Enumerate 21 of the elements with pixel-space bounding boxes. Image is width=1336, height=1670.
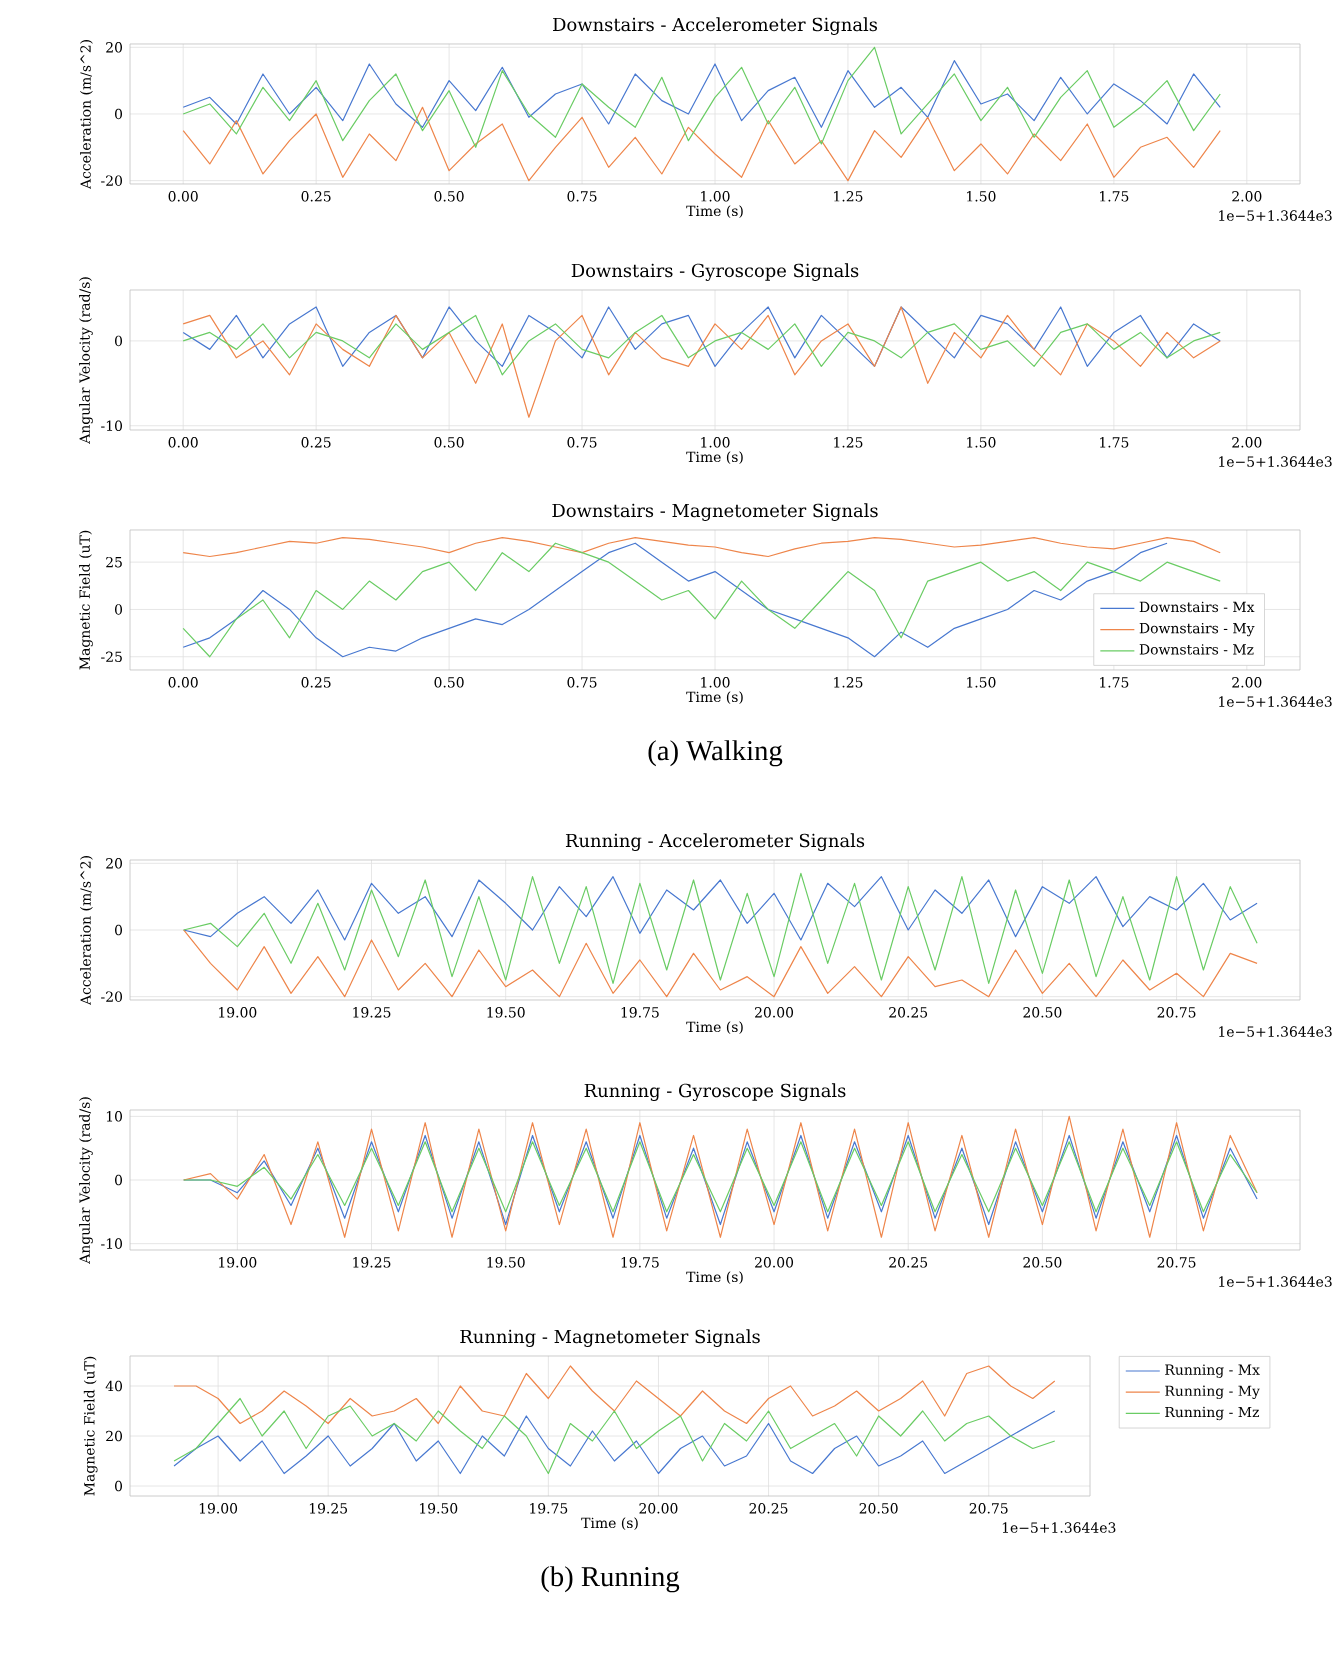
chart-title: Running - Gyroscope Signals [584, 1083, 846, 1101]
line-series [183, 1115, 1258, 1238]
text: (b) Running [541, 1566, 680, 1593]
line-series [183, 929, 1258, 998]
chart-title: Downstairs - Magnetometer Signals [552, 503, 878, 521]
line-series [183, 872, 1258, 984]
line-series [182, 60, 1221, 128]
line-series [182, 46, 1221, 148]
line-series [183, 876, 1258, 941]
chart-title: Running - Magnetometer Signals [460, 1329, 760, 1347]
line-series [173, 1410, 1056, 1475]
chart-title: Downstairs - Gyroscope Signals [571, 263, 859, 281]
line-series [182, 536, 1221, 558]
line-series [182, 106, 1221, 182]
line-series [173, 1365, 1056, 1425]
line-series [182, 306, 1221, 418]
text: (a) Walking [648, 740, 783, 767]
line-series [173, 1397, 1056, 1475]
line-series [183, 1141, 1258, 1213]
chart-title: Running - Accelerometer Signals [565, 833, 865, 851]
chart-title: Downstairs - Accelerometer Signals [553, 17, 878, 35]
